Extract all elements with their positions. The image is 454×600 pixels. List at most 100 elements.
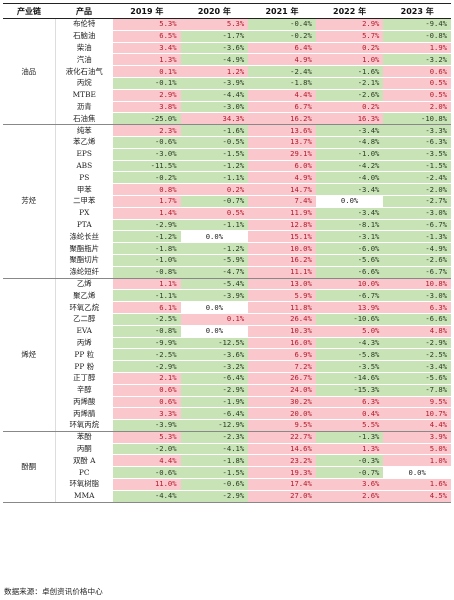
- value-cell: -12.9%: [180, 419, 249, 432]
- value-cell: -4.9%: [383, 242, 451, 255]
- value-cell: 1.3%: [315, 443, 384, 456]
- value-cell: -1.2%: [180, 160, 249, 173]
- value-cell: 0.6%: [383, 65, 451, 78]
- value-cell: -6.7%: [383, 219, 451, 232]
- value-cell: 2.9%: [113, 89, 181, 102]
- table-row: 沥青 3.8% -3.0% 6.7% 0.2% 2.0%: [3, 101, 451, 114]
- value-cell: -0.1%: [113, 77, 181, 90]
- group-label: 烯烃: [3, 278, 56, 432]
- value-cell: 14.6%: [248, 443, 316, 456]
- table-row: PTA -2.9% -1.1% 12.8% -8.1% -6.7%: [3, 219, 451, 232]
- price-change-table: 产业链 产品 2019 年 2020 年 2021 年 2022 年 2023 …: [3, 3, 451, 503]
- table-row: 液化石油气 0.1% 1.2% -2.4% -1.6% 0.6%: [3, 65, 451, 78]
- value-cell: -1.6%: [315, 65, 384, 78]
- value-cell: -2.3%: [180, 431, 249, 444]
- value-cell: 0.2%: [315, 42, 384, 55]
- header-product: 产品: [55, 3, 113, 19]
- product-cell: 丙烷: [55, 77, 113, 90]
- header-2021: 2021 年: [248, 3, 316, 19]
- value-cell: -3.9%: [180, 289, 249, 303]
- table-row: 苯乙烯 -0.6% -0.5% 13.7% -4.8% -6.3%: [3, 136, 451, 149]
- value-cell: 7.4%: [248, 195, 316, 208]
- value-cell: 0.0%: [383, 466, 451, 480]
- product-cell: MMA: [55, 490, 113, 503]
- value-cell: 16.0%: [248, 337, 316, 350]
- value-cell: 1.0%: [383, 454, 451, 468]
- product-cell: 双酚 A: [55, 454, 113, 468]
- value-cell: -2.0%: [113, 443, 181, 456]
- value-cell: 11.8%: [248, 301, 316, 314]
- value-cell: -4.1%: [180, 443, 249, 456]
- value-cell: -3.6%: [180, 348, 249, 362]
- product-cell: 纯苯: [55, 124, 113, 137]
- header-2022: 2022 年: [315, 3, 384, 19]
- value-cell: 5.3%: [113, 18, 181, 31]
- value-cell: -1.1%: [180, 171, 249, 185]
- value-cell: 4.4%: [113, 454, 181, 468]
- value-cell: 3.3%: [113, 407, 181, 421]
- product-cell: 环氧乙烷: [55, 301, 113, 314]
- value-cell: -2.0%: [383, 183, 451, 196]
- value-cell: -1.0%: [315, 148, 384, 161]
- value-cell: -2.5%: [383, 348, 451, 362]
- value-cell: 0.4%: [315, 407, 384, 421]
- value-cell: -3.9%: [180, 77, 249, 90]
- value-cell: -5.6%: [315, 254, 384, 267]
- product-cell: 柴油: [55, 42, 113, 55]
- value-cell: 0.5%: [383, 89, 451, 102]
- value-cell: 3.8%: [113, 101, 181, 114]
- value-cell: 29.1%: [248, 148, 316, 161]
- value-cell: 1.6%: [383, 478, 451, 491]
- value-cell: -2.9%: [180, 384, 249, 397]
- value-cell: 1.7%: [113, 195, 181, 208]
- value-cell: 0.8%: [113, 183, 181, 196]
- value-cell: 23.2%: [248, 454, 316, 468]
- table-row: PC -0.6% -1.5% 19.3% -0.7% 0.0%: [3, 466, 451, 480]
- table-row: PX 1.4% 0.5% 11.9% -3.4% -3.0%: [3, 207, 451, 220]
- value-cell: -8.1%: [315, 219, 384, 232]
- product-cell: 丙烯腈: [55, 407, 113, 421]
- product-cell: 丙烯: [55, 337, 113, 350]
- product-cell: 聚酯瓶片: [55, 242, 113, 255]
- value-cell: -1.2%: [113, 230, 181, 244]
- product-cell: 布伦特: [55, 18, 113, 31]
- value-cell: -3.9%: [113, 419, 181, 432]
- value-cell: 30.2%: [248, 396, 316, 409]
- value-cell: 5.0%: [315, 325, 384, 338]
- value-cell: -1.6%: [180, 124, 249, 137]
- table-row: 环氧树脂 11.0% -0.6% 17.4% 3.6% 1.6%: [3, 478, 451, 491]
- value-cell: -6.0%: [315, 242, 384, 255]
- source-note: 数据来源：卓创资讯价格中心: [4, 587, 103, 596]
- value-cell: 9.5%: [383, 396, 451, 409]
- value-cell: -1.5%: [180, 466, 249, 480]
- value-cell: -2.6%: [383, 254, 451, 267]
- table-body: 油品 布伦特 5.3% 5.3% -0.4% 2.9% -9.4% 石脑油 6.5% -1.7% -…: [3, 18, 451, 503]
- product-cell: 甲苯: [55, 183, 113, 196]
- value-cell: -3.0%: [383, 207, 451, 220]
- value-cell: 26.7%: [248, 372, 316, 385]
- value-cell: 5.3%: [180, 18, 249, 31]
- value-cell: -0.5%: [180, 136, 249, 149]
- value-cell: -1.2%: [180, 242, 249, 255]
- value-cell: -2.9%: [113, 360, 181, 373]
- value-cell: -9.9%: [113, 337, 181, 350]
- table-row: MTBE 2.9% -4.4% 4.4% -2.6% 0.5%: [3, 89, 451, 102]
- value-cell: -0.8%: [113, 266, 181, 279]
- value-cell: 0.0%: [180, 230, 249, 244]
- value-cell: -4.2%: [315, 160, 384, 173]
- value-cell: -5.8%: [315, 348, 384, 362]
- value-cell: -2.7%: [383, 195, 451, 208]
- value-cell: -6.6%: [315, 266, 384, 279]
- product-cell: 涤纶短纤: [55, 266, 113, 279]
- product-cell: PC: [55, 466, 113, 480]
- value-cell: 10.8%: [383, 278, 451, 291]
- value-cell: 4.5%: [383, 490, 451, 503]
- value-cell: 11.9%: [248, 207, 316, 220]
- table-row: 石脑油 6.5% -1.7% -0.2% 5.7% -0.8%: [3, 30, 451, 43]
- table-row: 丙烷 -0.1% -3.9% -1.8% -2.1% 0.5%: [3, 77, 451, 90]
- table-row: 二甲苯 1.7% -0.7% 7.4% 0.0% -2.7%: [3, 195, 451, 208]
- header-2019: 2019 年: [113, 3, 181, 19]
- value-cell: 13.0%: [248, 278, 316, 291]
- product-cell: 汽油: [55, 53, 113, 67]
- value-cell: 0.2%: [315, 101, 384, 114]
